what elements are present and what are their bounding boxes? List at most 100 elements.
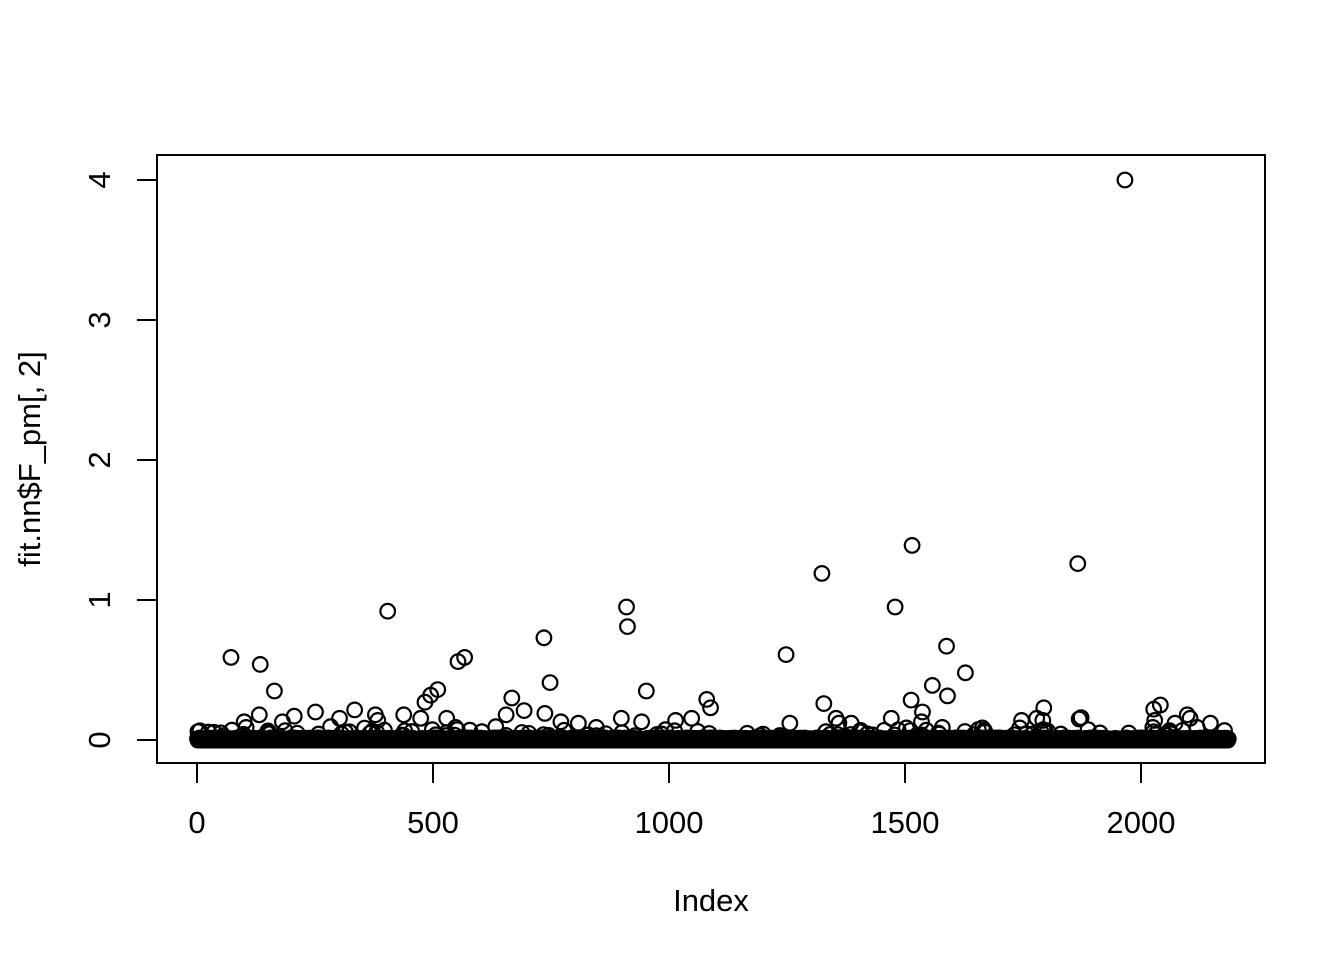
data-point <box>438 709 456 727</box>
data-point <box>541 674 559 691</box>
band-bump-point <box>587 727 605 745</box>
band-bump-point <box>851 723 868 741</box>
data-point <box>813 565 831 582</box>
data-point <box>515 702 533 719</box>
band-bump-point <box>1162 725 1180 743</box>
band-bump-point <box>310 725 327 743</box>
data-point <box>815 695 833 712</box>
data-point <box>1034 712 1052 729</box>
data-point <box>497 706 515 724</box>
data-point <box>667 712 685 729</box>
data-point <box>250 706 268 724</box>
data-point <box>1178 706 1196 724</box>
data-point <box>503 689 521 707</box>
data-point <box>923 677 941 694</box>
band-bump-point <box>771 727 789 744</box>
data-point <box>830 714 848 732</box>
band-bump-point <box>423 721 441 739</box>
data-point <box>1070 710 1088 728</box>
y-axis-title: fit.nn$F_pm[, 2] <box>12 351 47 566</box>
y-tick-label: 0 <box>82 731 117 748</box>
data-point <box>633 713 651 731</box>
data-point <box>1069 555 1087 572</box>
data-point <box>917 721 935 739</box>
data-point <box>322 718 339 736</box>
data-point <box>939 687 956 705</box>
band-bump-point <box>666 722 683 740</box>
x-axis-title: Index <box>673 883 749 918</box>
band-bump-point <box>200 723 217 741</box>
data-point <box>1144 719 1162 736</box>
data-point <box>698 691 716 708</box>
data-point <box>552 713 570 731</box>
data-point <box>1201 714 1219 732</box>
band-bump-point <box>700 725 718 742</box>
band-bump-point <box>1079 721 1097 739</box>
data-point <box>781 714 799 732</box>
y-tick-label: 2 <box>82 451 117 468</box>
band-bump-point <box>258 724 276 742</box>
band-bump-point <box>1091 724 1109 742</box>
band-bump-point <box>212 724 230 742</box>
band-bump-point <box>288 724 306 742</box>
y-tick-label: 4 <box>82 171 117 188</box>
data-point <box>1116 171 1134 189</box>
data-point <box>536 705 554 722</box>
data-point <box>266 682 283 700</box>
data-point <box>346 701 364 719</box>
band-bump-point <box>817 723 835 741</box>
data-point <box>902 691 920 709</box>
band-bump-point <box>1120 724 1138 742</box>
data-point <box>429 681 447 698</box>
y-tick-label: 3 <box>82 311 117 328</box>
band-bump-point <box>754 725 772 743</box>
data-point <box>938 637 955 655</box>
data-point <box>461 721 479 739</box>
data-point <box>456 649 474 666</box>
data-point <box>487 718 505 736</box>
x-tick-label: 0 <box>188 805 205 840</box>
data-point <box>356 719 373 737</box>
data-point <box>222 649 240 666</box>
data-point <box>535 629 553 647</box>
data-point <box>1151 696 1169 714</box>
data-point <box>1166 714 1184 732</box>
data-point <box>777 646 795 663</box>
data-point <box>842 714 860 732</box>
band-bump-point <box>626 727 644 745</box>
band-bump-point <box>446 726 464 744</box>
data-point <box>882 709 900 727</box>
data-point <box>237 719 255 736</box>
data-point <box>914 703 931 721</box>
band-bump-point <box>901 722 919 740</box>
data-point <box>375 721 393 739</box>
data-point <box>702 699 719 717</box>
data-point <box>974 719 991 737</box>
data-point <box>903 537 921 554</box>
band-bump-point <box>648 726 666 743</box>
band-bump-point <box>403 723 421 740</box>
data-point <box>1011 719 1029 737</box>
data-point <box>1072 709 1090 726</box>
data-point <box>913 713 930 731</box>
data-point <box>251 656 269 673</box>
dense-zero-band <box>189 721 1237 749</box>
data-point <box>618 598 635 616</box>
data-points-layer <box>189 171 1219 741</box>
data-point <box>412 709 430 727</box>
band-bump-point <box>657 721 674 739</box>
x-tick-label: 1000 <box>635 805 704 840</box>
data-point <box>683 709 701 727</box>
band-bump-point <box>829 726 847 743</box>
x-tick-label: 500 <box>407 805 459 840</box>
band-bump-point <box>513 724 531 741</box>
band-bump-point <box>341 723 358 741</box>
data-point <box>637 682 655 700</box>
data-point <box>1146 712 1164 729</box>
x-tick-label: 2000 <box>1107 805 1176 840</box>
data-point <box>285 707 303 725</box>
data-point <box>898 719 915 737</box>
band-point <box>1219 730 1237 748</box>
